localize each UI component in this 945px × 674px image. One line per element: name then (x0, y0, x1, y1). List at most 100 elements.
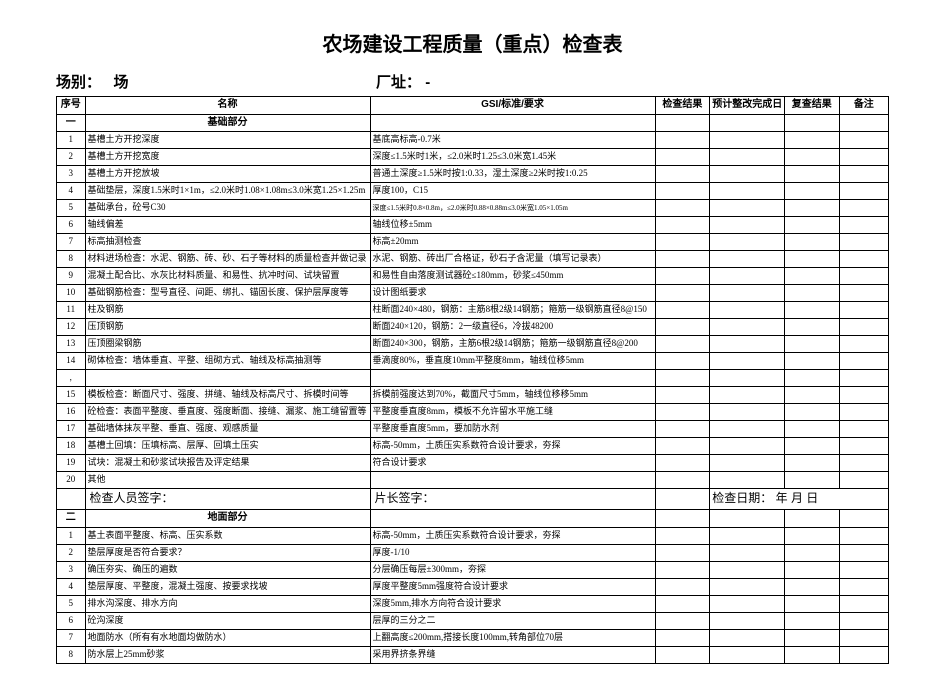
cell (784, 387, 839, 404)
table-row: 2垫层厚度是否符合要求？厚度-1/10 (57, 544, 889, 561)
cell: 防水层上25mm砂浆 (85, 646, 370, 663)
cell: 14 (57, 353, 86, 370)
cell (370, 370, 655, 387)
field-label: 场别： (56, 74, 101, 91)
cell: 1 (57, 527, 86, 544)
cell (784, 114, 839, 132)
cell (784, 612, 839, 629)
cell: 柱断面240×480，钢筋：主筋8根2级14钢筋；箍筋一级钢筋直径8@150 (370, 302, 655, 319)
cell (710, 370, 785, 387)
cell: 标高抽测检查 (85, 234, 370, 251)
cell: 基础部分 (85, 114, 370, 132)
cell (784, 472, 839, 489)
cell: 砌体检查：墙体垂直、平整、组砌方式、轴线及标高抽测等 (85, 353, 370, 370)
cell (784, 200, 839, 217)
cell (655, 336, 710, 353)
cell (784, 268, 839, 285)
cell: 深度≤1.5米时0.8×0.8m，≤2.0米时0.88×0.88m≤3.0米宽1… (370, 200, 655, 217)
cell: 平整度垂直度5mm，要加防水剂 (370, 421, 655, 438)
cell: 其他 (85, 472, 370, 489)
cell (784, 421, 839, 438)
table-row: 10基础钢筋检查：型号直径、间距、绑扎、锚固长度、保护层厚度等设计图纸要求 (57, 285, 889, 302)
cell: 模板检查：断面尺寸、强度、拼缝、轴线及标高尺寸、拆模时间等 (85, 387, 370, 404)
cell (784, 149, 839, 166)
cell (784, 629, 839, 646)
cell: 3 (57, 166, 86, 183)
cell (655, 387, 710, 404)
cell (784, 438, 839, 455)
table-row: 11柱及钢筋柱断面240×480，钢筋：主筋8根2级14钢筋；箍筋一级钢筋直径8… (57, 302, 889, 319)
cell (710, 217, 785, 234)
cell (655, 404, 710, 421)
cell: 试块：混凝土和砂浆试块报告及评定结果 (85, 455, 370, 472)
cell (784, 132, 839, 149)
table-row: 14砌体检查：墙体垂直、平整、组砌方式、轴线及标高抽测等垂滴度80%，垂直度10… (57, 353, 889, 370)
cell (655, 438, 710, 455)
cell: 分层确压每层±300mm，夯探 (370, 561, 655, 578)
table-row: 6砼沟深度层厚的三分之二 (57, 612, 889, 629)
cell (710, 319, 785, 336)
cell (839, 544, 888, 561)
cell (710, 527, 785, 544)
cell (655, 302, 710, 319)
col-re: 复查结果 (784, 97, 839, 115)
table-row: 16砼检查：表面平整度、垂直度、强度断面、接缝、漏浆、施工缝留置等平整度垂直度8… (57, 404, 889, 421)
cell: 设计图纸要求 (370, 285, 655, 302)
cell (839, 217, 888, 234)
cell (655, 149, 710, 166)
cell: 11 (57, 302, 86, 319)
cell: 混凝土配合比、水灰比材料质量、和易性、抗冲时间、试块留置 (85, 268, 370, 285)
addr-label: 厂址： (376, 74, 421, 91)
cell (710, 438, 785, 455)
cell (784, 595, 839, 612)
cell (839, 510, 888, 528)
cell (710, 387, 785, 404)
table-header-row: 序号 名称 GSI/标准/要求 检查结果 预计整改完成日 复查结果 备注 (57, 97, 889, 115)
table-row: 1基槽土方开挖深度基底高标高-0.7米 (57, 132, 889, 149)
cell: 17 (57, 421, 86, 438)
table-row: 5排水沟深度、排水方向深度5mm,排水方向符合设计要求 (57, 595, 889, 612)
cell (655, 455, 710, 472)
cell: 19 (57, 455, 86, 472)
cell (655, 166, 710, 183)
table-row: 20其他 (57, 472, 889, 489)
cell (85, 370, 370, 387)
cell (710, 166, 785, 183)
cell: 水泥、钢筋、砖出厂合格证，砂石子含泥量（填写记录表） (370, 251, 655, 268)
cell: 深度≤1.5米时1米，≤2.0米时1.25≤3.0米宽1.45米 (370, 149, 655, 166)
cell (655, 114, 710, 132)
table-row: 9混凝土配合比、水灰比材料质量、和易性、抗冲时间、试块留置和易性自由落度测试器砼… (57, 268, 889, 285)
cell (839, 472, 888, 489)
cell: 厚度-1/10 (370, 544, 655, 561)
table-row: 8材料进场检查：水泥、钢筋、砖、砂、石子等材料的质量检查并做记录水泥、钢筋、砖出… (57, 251, 889, 268)
cell (655, 510, 710, 528)
cell: 15 (57, 387, 86, 404)
table-row: 12压顶钢筋断面240×120，钢筋：2一级直径6，冷拔48200 (57, 319, 889, 336)
cell (839, 183, 888, 200)
cell (655, 319, 710, 336)
leader-sign: 片长签字： (370, 489, 655, 510)
cell (839, 149, 888, 166)
inspector-sign: 检查人员签字： (85, 489, 370, 510)
cell: 砼检查：表面平整度、垂直度、强度断面、接缝、漏浆、施工缝留置等 (85, 404, 370, 421)
cell (784, 217, 839, 234)
cell: 轴线偏差 (85, 217, 370, 234)
cell (839, 302, 888, 319)
cell (710, 353, 785, 370)
cell (839, 578, 888, 595)
table-row: 2基槽土方开挖宽度深度≤1.5米时1米，≤2.0米时1.25≤3.0米宽1.45… (57, 149, 889, 166)
cell: 8 (57, 251, 86, 268)
cell (839, 370, 888, 387)
cell (839, 404, 888, 421)
cell (370, 472, 655, 489)
cell (784, 234, 839, 251)
cell: 13 (57, 336, 86, 353)
cell: 二 (57, 510, 86, 528)
cell (655, 421, 710, 438)
cell (839, 132, 888, 149)
cell (839, 629, 888, 646)
cell (655, 234, 710, 251)
cell (839, 455, 888, 472)
table-row: 7标高抽测检查标高±20mm (57, 234, 889, 251)
cell (710, 132, 785, 149)
